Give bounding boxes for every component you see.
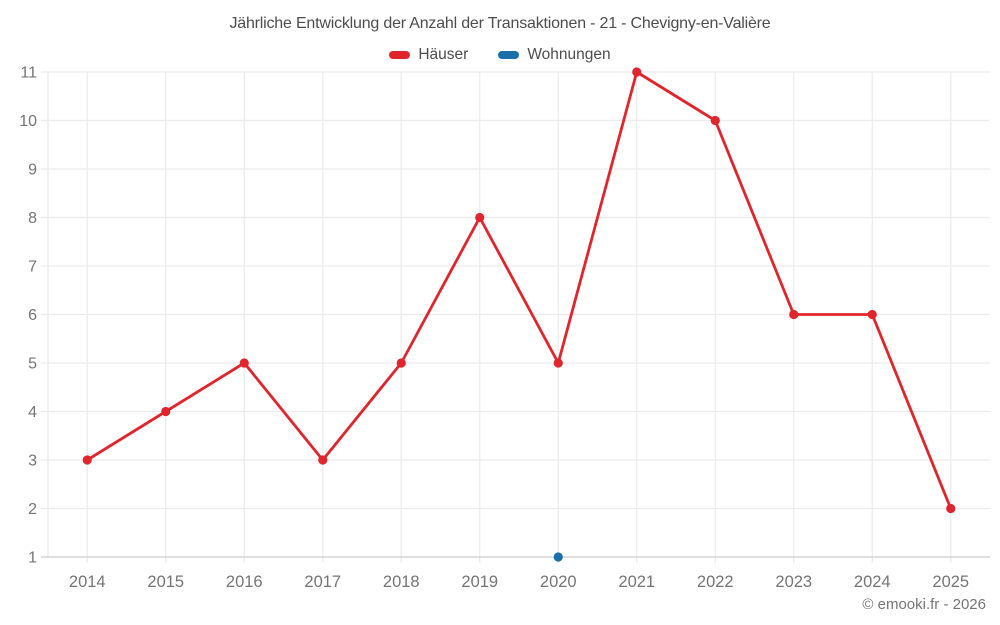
data-point [161, 406, 171, 417]
data-point [475, 212, 485, 223]
data-point [82, 455, 92, 465]
x-tick-label: 2015 [147, 573, 184, 591]
copyright-text: © emooki.fr - 2026 [862, 596, 986, 613]
y-tick-label: 10 [19, 113, 37, 130]
data-point [396, 358, 406, 368]
x-tick-label: 2024 [854, 573, 891, 591]
legend-swatch-icon [498, 51, 520, 59]
x-tick-label: 2022 [697, 573, 734, 591]
y-tick-label: 11 [20, 65, 37, 82]
data-point [867, 309, 877, 320]
x-tick-label: 2014 [69, 573, 106, 591]
series-Häuser [82, 67, 956, 514]
y-tick-label: 2 [28, 501, 37, 518]
x-tick-label: 2019 [461, 573, 498, 591]
data-point [789, 309, 799, 320]
grid-layer [41, 71, 990, 563]
data-point [553, 552, 563, 562]
legend-swatch-icon [389, 51, 411, 59]
data-point [710, 115, 720, 126]
x-tick-label: 2023 [775, 573, 812, 591]
data-point [239, 358, 249, 368]
y-tick-label: 3 [28, 453, 37, 470]
legend-item-0[interactable]: Häuser [389, 46, 468, 64]
chart-title: Jährliche Entwicklung der Anzahl der Tra… [229, 15, 771, 32]
y-tick-label: 5 [28, 356, 37, 373]
y-tick-label: 6 [28, 307, 37, 324]
x-tick-label: 2021 [618, 573, 655, 591]
legend-item-1[interactable]: Wohnungen [498, 46, 611, 64]
legend-item-label: Wohnungen [527, 46, 611, 63]
y-tick-label: 8 [28, 210, 37, 227]
series-line [85, 70, 953, 510]
y-tick-label: 1 [28, 550, 37, 567]
x-tick-label: 2018 [383, 573, 420, 591]
x-tick-label: 2017 [304, 573, 341, 591]
x-tick-label: 2025 [932, 573, 969, 591]
x-tick-label: 2020 [540, 573, 577, 591]
series-Wohnungen [553, 552, 563, 562]
data-point [318, 455, 328, 465]
legend-item-label: Häuser [418, 46, 469, 63]
y-tick-label: 9 [28, 162, 37, 179]
data-point [946, 503, 956, 514]
y-tick-label: 7 [28, 259, 37, 276]
x-tick-label: 2016 [226, 573, 263, 591]
y-tick-label: 4 [28, 404, 37, 421]
chart-legend: Häuser Wohnungen [0, 46, 1000, 64]
data-point [632, 67, 642, 77]
data-point [553, 358, 563, 368]
